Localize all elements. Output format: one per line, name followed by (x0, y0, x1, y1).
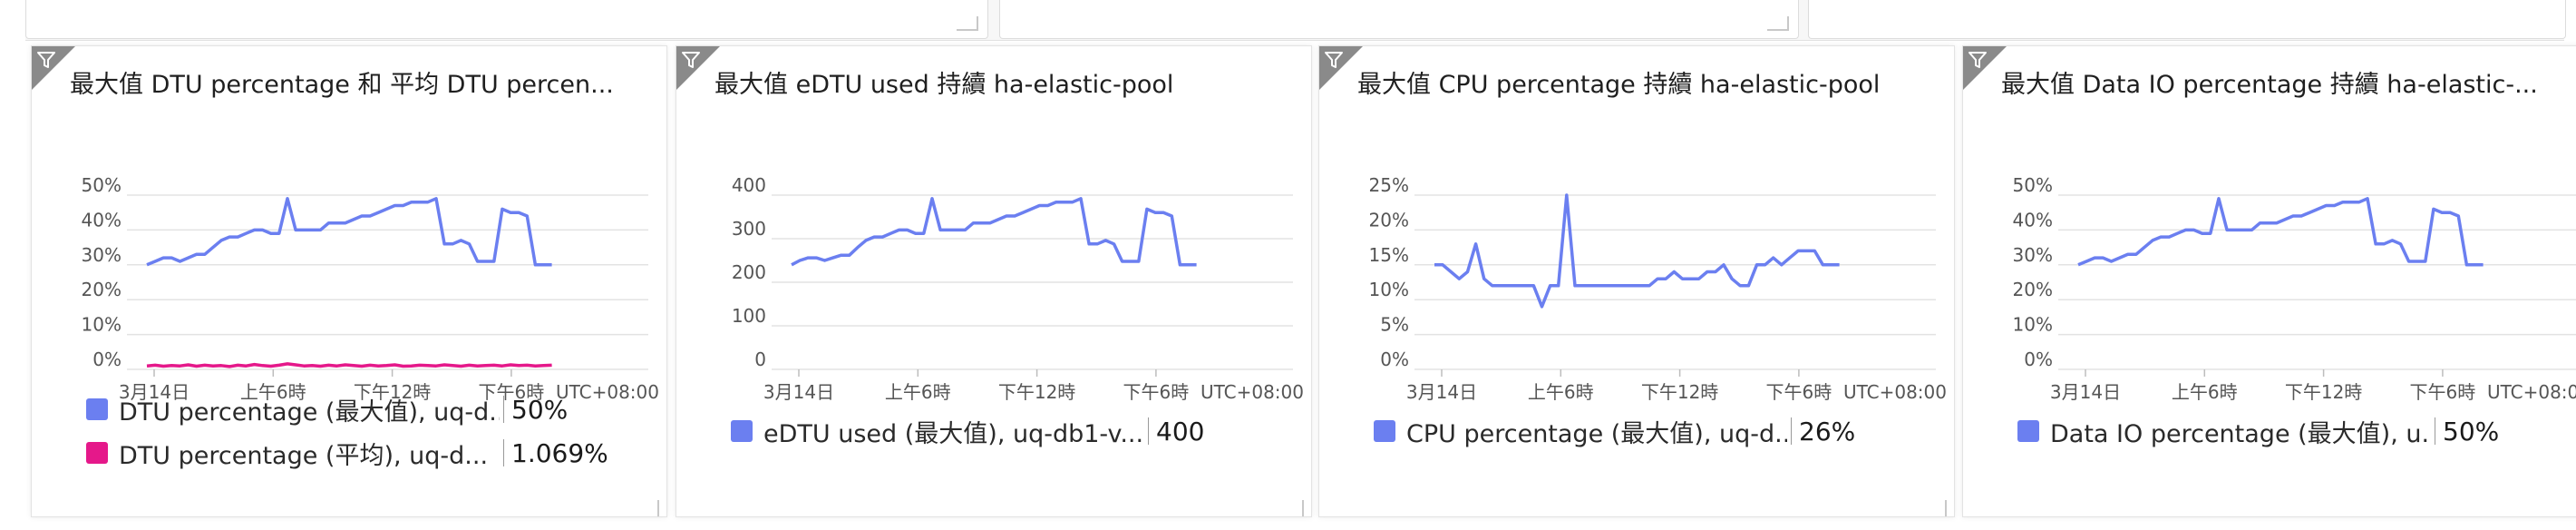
resize-handle-icon[interactable] (657, 500, 659, 516)
x-tick-label: 下午6時 (1123, 381, 1190, 403)
chart-tile[interactable]: 最大值 eDTU used 持續 ha-elastic-pool 400 300 20… (676, 45, 1312, 517)
resize-handle-icon[interactable] (1302, 500, 1304, 516)
y-tick-label: 40% (82, 209, 122, 231)
series-line[interactable] (1434, 193, 1840, 309)
legend-label: eDTU used (最大值), uq-db1-v... (763, 419, 1144, 448)
y-tick-label: 30% (82, 244, 122, 266)
top-tile-strip (25, 0, 2566, 41)
resize-handle-icon[interactable] (1767, 16, 1789, 31)
legend-label: CPU percentage (最大值), uq-d... (1406, 419, 1787, 448)
x-tick-label: 下午6時 (2410, 381, 2476, 403)
y-tick-label: 200 (732, 261, 766, 283)
y-tick-label: 15% (1369, 244, 1409, 266)
resize-handle-icon[interactable] (1945, 500, 1947, 516)
legend-item[interactable]: CPU percentage (最大值), uq-d... 26% (1374, 413, 1936, 449)
chart-title: 最大值 eDTU used 持續 ha-elastic-pool (714, 71, 1174, 99)
x-tick-label: 上午6時 (240, 381, 306, 403)
filter-icon[interactable] (1324, 50, 1344, 70)
chart-title: 最大值 DTU percentage 和 平均 DTU percen... (70, 71, 614, 99)
y-tick-label: 40% (2013, 209, 2053, 231)
y-tick-label: 20% (1369, 209, 1409, 231)
filter-icon[interactable] (36, 50, 56, 70)
timezone-label: UTC+08:00 (1843, 381, 1947, 403)
y-tick-label: 100 (732, 305, 766, 327)
chart-tile[interactable]: 最大值 Data IO percentage 持續 ha-elastic-...… (1962, 45, 2576, 517)
line-chart: 50% 40% 30% 20% 10% 0% 3月14日 上午6時 下午12時 下午6時 UTC+0… (82, 174, 659, 403)
legend-label: DTU percentage (平均), uq-d... (119, 441, 489, 470)
legend-separator (503, 396, 504, 423)
x-tick-label: 下午12時 (998, 381, 1075, 403)
chart-title: 最大值 CPU percentage 持續 ha-elastic-pool (1357, 71, 1881, 99)
y-tick-label: 5% (1380, 314, 1409, 336)
y-tick-label: 0% (2024, 348, 2053, 370)
series-line[interactable] (791, 197, 1197, 267)
chart-title: 最大值 Data IO percentage 持續 ha-elastic-... (2001, 71, 2538, 99)
legend-swatch (86, 398, 108, 420)
x-tick-label: 下午12時 (354, 381, 431, 403)
legend-label: DTU percentage (最大值), uq-d... (119, 398, 500, 427)
x-tick-label: 下午6時 (479, 381, 545, 403)
y-tick-label: 20% (2013, 279, 2053, 300)
legend-swatch (731, 420, 753, 442)
chart-tile[interactable]: 最大值 DTU percentage 和 平均 DTU percen... 50%… (31, 45, 667, 517)
x-tick-label: 3月14日 (763, 381, 834, 403)
series-line[interactable] (146, 362, 552, 368)
y-tick-label: 0 (754, 348, 766, 370)
x-tick-label: 3月14日 (1406, 381, 1477, 403)
legend-value: 50% (2443, 416, 2500, 447)
timezone-label: UTC+08:00 (1201, 381, 1304, 403)
series-line[interactable] (2077, 197, 2484, 267)
top-tile-fragment (25, 0, 988, 39)
legend-value: 1.069% (511, 437, 608, 468)
legend-item[interactable]: DTU percentage (最大值), uq-d... 50% (86, 391, 648, 427)
timezone-label: UTC+08:00 (2487, 381, 2576, 403)
y-tick-label: 30% (2013, 244, 2053, 266)
filter-icon[interactable] (681, 50, 701, 70)
legend-swatch (2017, 420, 2039, 442)
x-tick-label: 下午12時 (2285, 381, 2362, 403)
x-tick-label: 下午6時 (1766, 381, 1832, 403)
legend-separator (1148, 417, 1149, 445)
x-tick-label: 3月14日 (2050, 381, 2121, 403)
legend-value: 50% (511, 394, 569, 425)
line-chart: 400 300 200 100 0 3月14日 上午6時 下午12時 下午6時 UTC+08:00 (732, 174, 1304, 403)
legend-item[interactable]: DTU percentage (平均), uq-d... 1.069% (86, 435, 648, 471)
legend-value: 26% (1799, 416, 1856, 447)
legend-swatch (86, 442, 108, 464)
y-tick-label: 10% (82, 314, 122, 336)
legend-item[interactable]: eDTU used (最大值), uq-db1-v... 400 (731, 413, 1293, 449)
line-chart: 50% 40% 30% 20% 10% 0% 3月14日 上午6時 下午12時 下午6時 UTC+0… (2013, 174, 2576, 403)
x-tick-label: 上午6時 (1528, 381, 1594, 403)
x-tick-label: 上午6時 (2172, 381, 2238, 403)
series-line[interactable] (146, 197, 552, 267)
y-tick-label: 20% (82, 279, 122, 300)
legend-value: 400 (1156, 416, 1205, 447)
y-tick-label: 0% (1380, 348, 1409, 370)
x-tick-label: 3月14日 (119, 381, 190, 403)
y-tick-label: 50% (2013, 174, 2053, 196)
y-tick-label: 25% (1369, 174, 1409, 196)
legend-separator (503, 439, 504, 466)
resize-handle-icon[interactable] (957, 16, 978, 31)
line-chart: 25% 20% 15% 10% 5% 0% 3月14日 上午6時 下午12時 下午6時 UTC+08… (1369, 174, 1947, 403)
top-tile-fragment (999, 0, 1799, 39)
top-tile-fragment (1808, 0, 2566, 39)
legend-label: Data IO percentage (最大值), u... (2050, 419, 2431, 448)
y-tick-label: 300 (732, 218, 766, 240)
y-tick-label: 10% (2013, 314, 2053, 336)
x-tick-label: 下午12時 (1641, 381, 1718, 403)
filter-icon[interactable] (1968, 50, 1988, 70)
chart-tile[interactable]: 最大值 CPU percentage 持續 ha-elastic-pool 25%… (1318, 45, 1955, 517)
y-tick-label: 400 (732, 174, 766, 196)
legend-item[interactable]: Data IO percentage (最大值), u... 50% (2017, 413, 2576, 449)
timezone-label: UTC+08:00 (556, 381, 659, 403)
legend-swatch (1374, 420, 1395, 442)
y-tick-label: 0% (92, 348, 122, 370)
y-tick-label: 10% (1369, 279, 1409, 300)
y-tick-label: 50% (82, 174, 122, 196)
legend-separator (1791, 417, 1792, 445)
x-tick-label: 上午6時 (885, 381, 951, 403)
